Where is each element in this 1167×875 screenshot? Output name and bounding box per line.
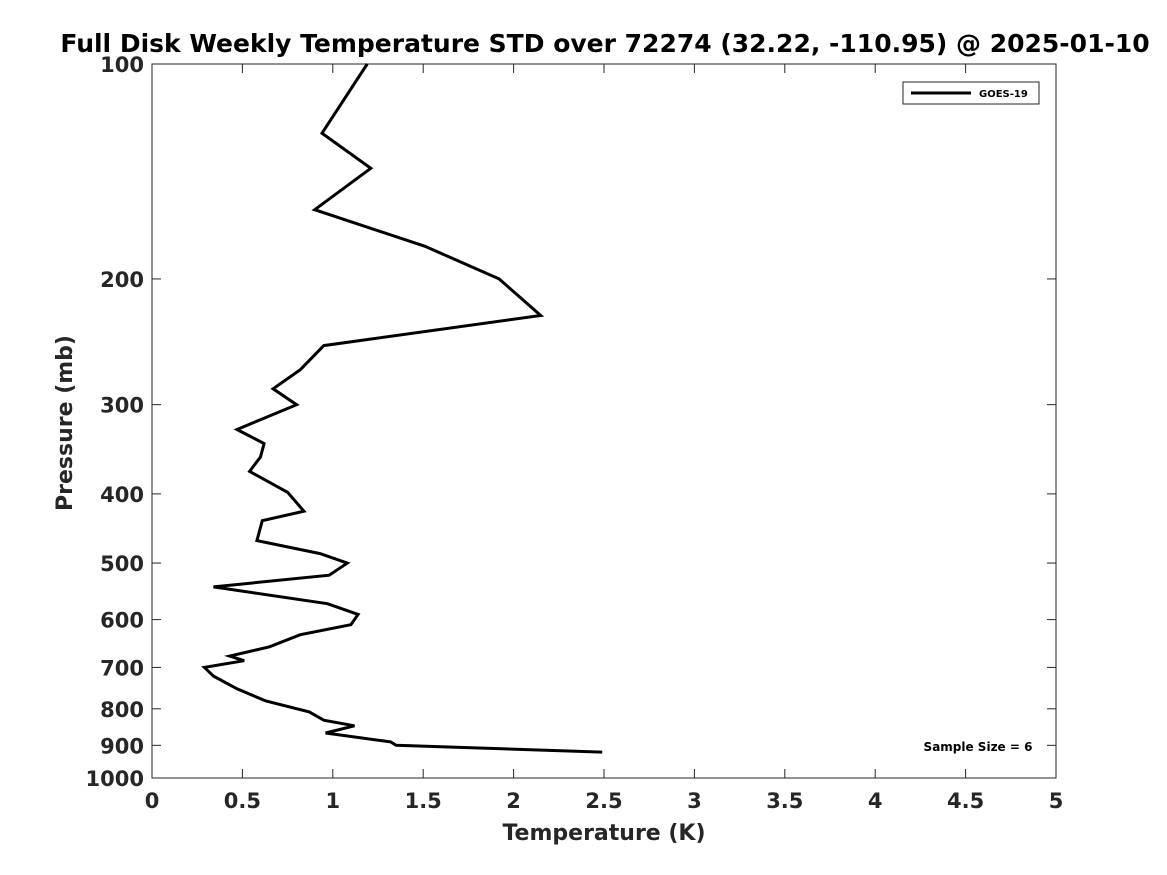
y-tick-label: 800 xyxy=(100,698,144,722)
y-tick-label: 300 xyxy=(100,394,144,418)
y-axis: 100 200 300 400 500 600 700 800 900 1000 xyxy=(86,53,1056,791)
y-tick-label: 400 xyxy=(100,483,144,507)
chart-title: Full Disk Weekly Temperature STD over 72… xyxy=(60,29,1149,58)
x-tick-label: 4 xyxy=(868,789,883,813)
y-axis-label: Pressure (mb) xyxy=(53,335,78,511)
x-tick-label: 3 xyxy=(687,789,702,813)
x-tick-label: 5 xyxy=(1049,789,1064,813)
x-tick-label: 1.5 xyxy=(405,789,442,813)
y-tick-label: 200 xyxy=(100,268,144,292)
y-tick-label: 900 xyxy=(100,734,144,758)
x-tick-label: 2 xyxy=(506,789,521,813)
y-tick-label: 100 xyxy=(100,53,144,77)
y-tick-label: 1000 xyxy=(86,767,144,791)
x-tick-label: 1 xyxy=(325,789,340,813)
x-axis-label: Temperature (K) xyxy=(502,821,705,846)
y-tick-label: 600 xyxy=(100,609,144,633)
x-tick-label: 2.5 xyxy=(585,789,622,813)
sample-size-annotation: Sample Size = 6 xyxy=(924,740,1033,754)
x-tick-label: 3.5 xyxy=(766,789,803,813)
plot-frame xyxy=(151,63,1057,779)
x-tick-label: 4.5 xyxy=(947,789,984,813)
y-tick-label: 700 xyxy=(100,656,144,680)
x-tick-label: 0 xyxy=(145,789,160,813)
y-tick-label: 500 xyxy=(100,552,144,576)
legend-label-goes-19: GOES-19 xyxy=(979,89,1028,100)
x-tick-label: 0.5 xyxy=(224,789,261,813)
series-layer xyxy=(201,63,603,754)
series-line-goes-19 xyxy=(201,63,603,754)
x-axis: 0 0.5 1 1.5 2 2.5 3 3.5 4 4.5 5 xyxy=(145,64,1064,813)
legend: GOES-19 xyxy=(902,81,1040,105)
